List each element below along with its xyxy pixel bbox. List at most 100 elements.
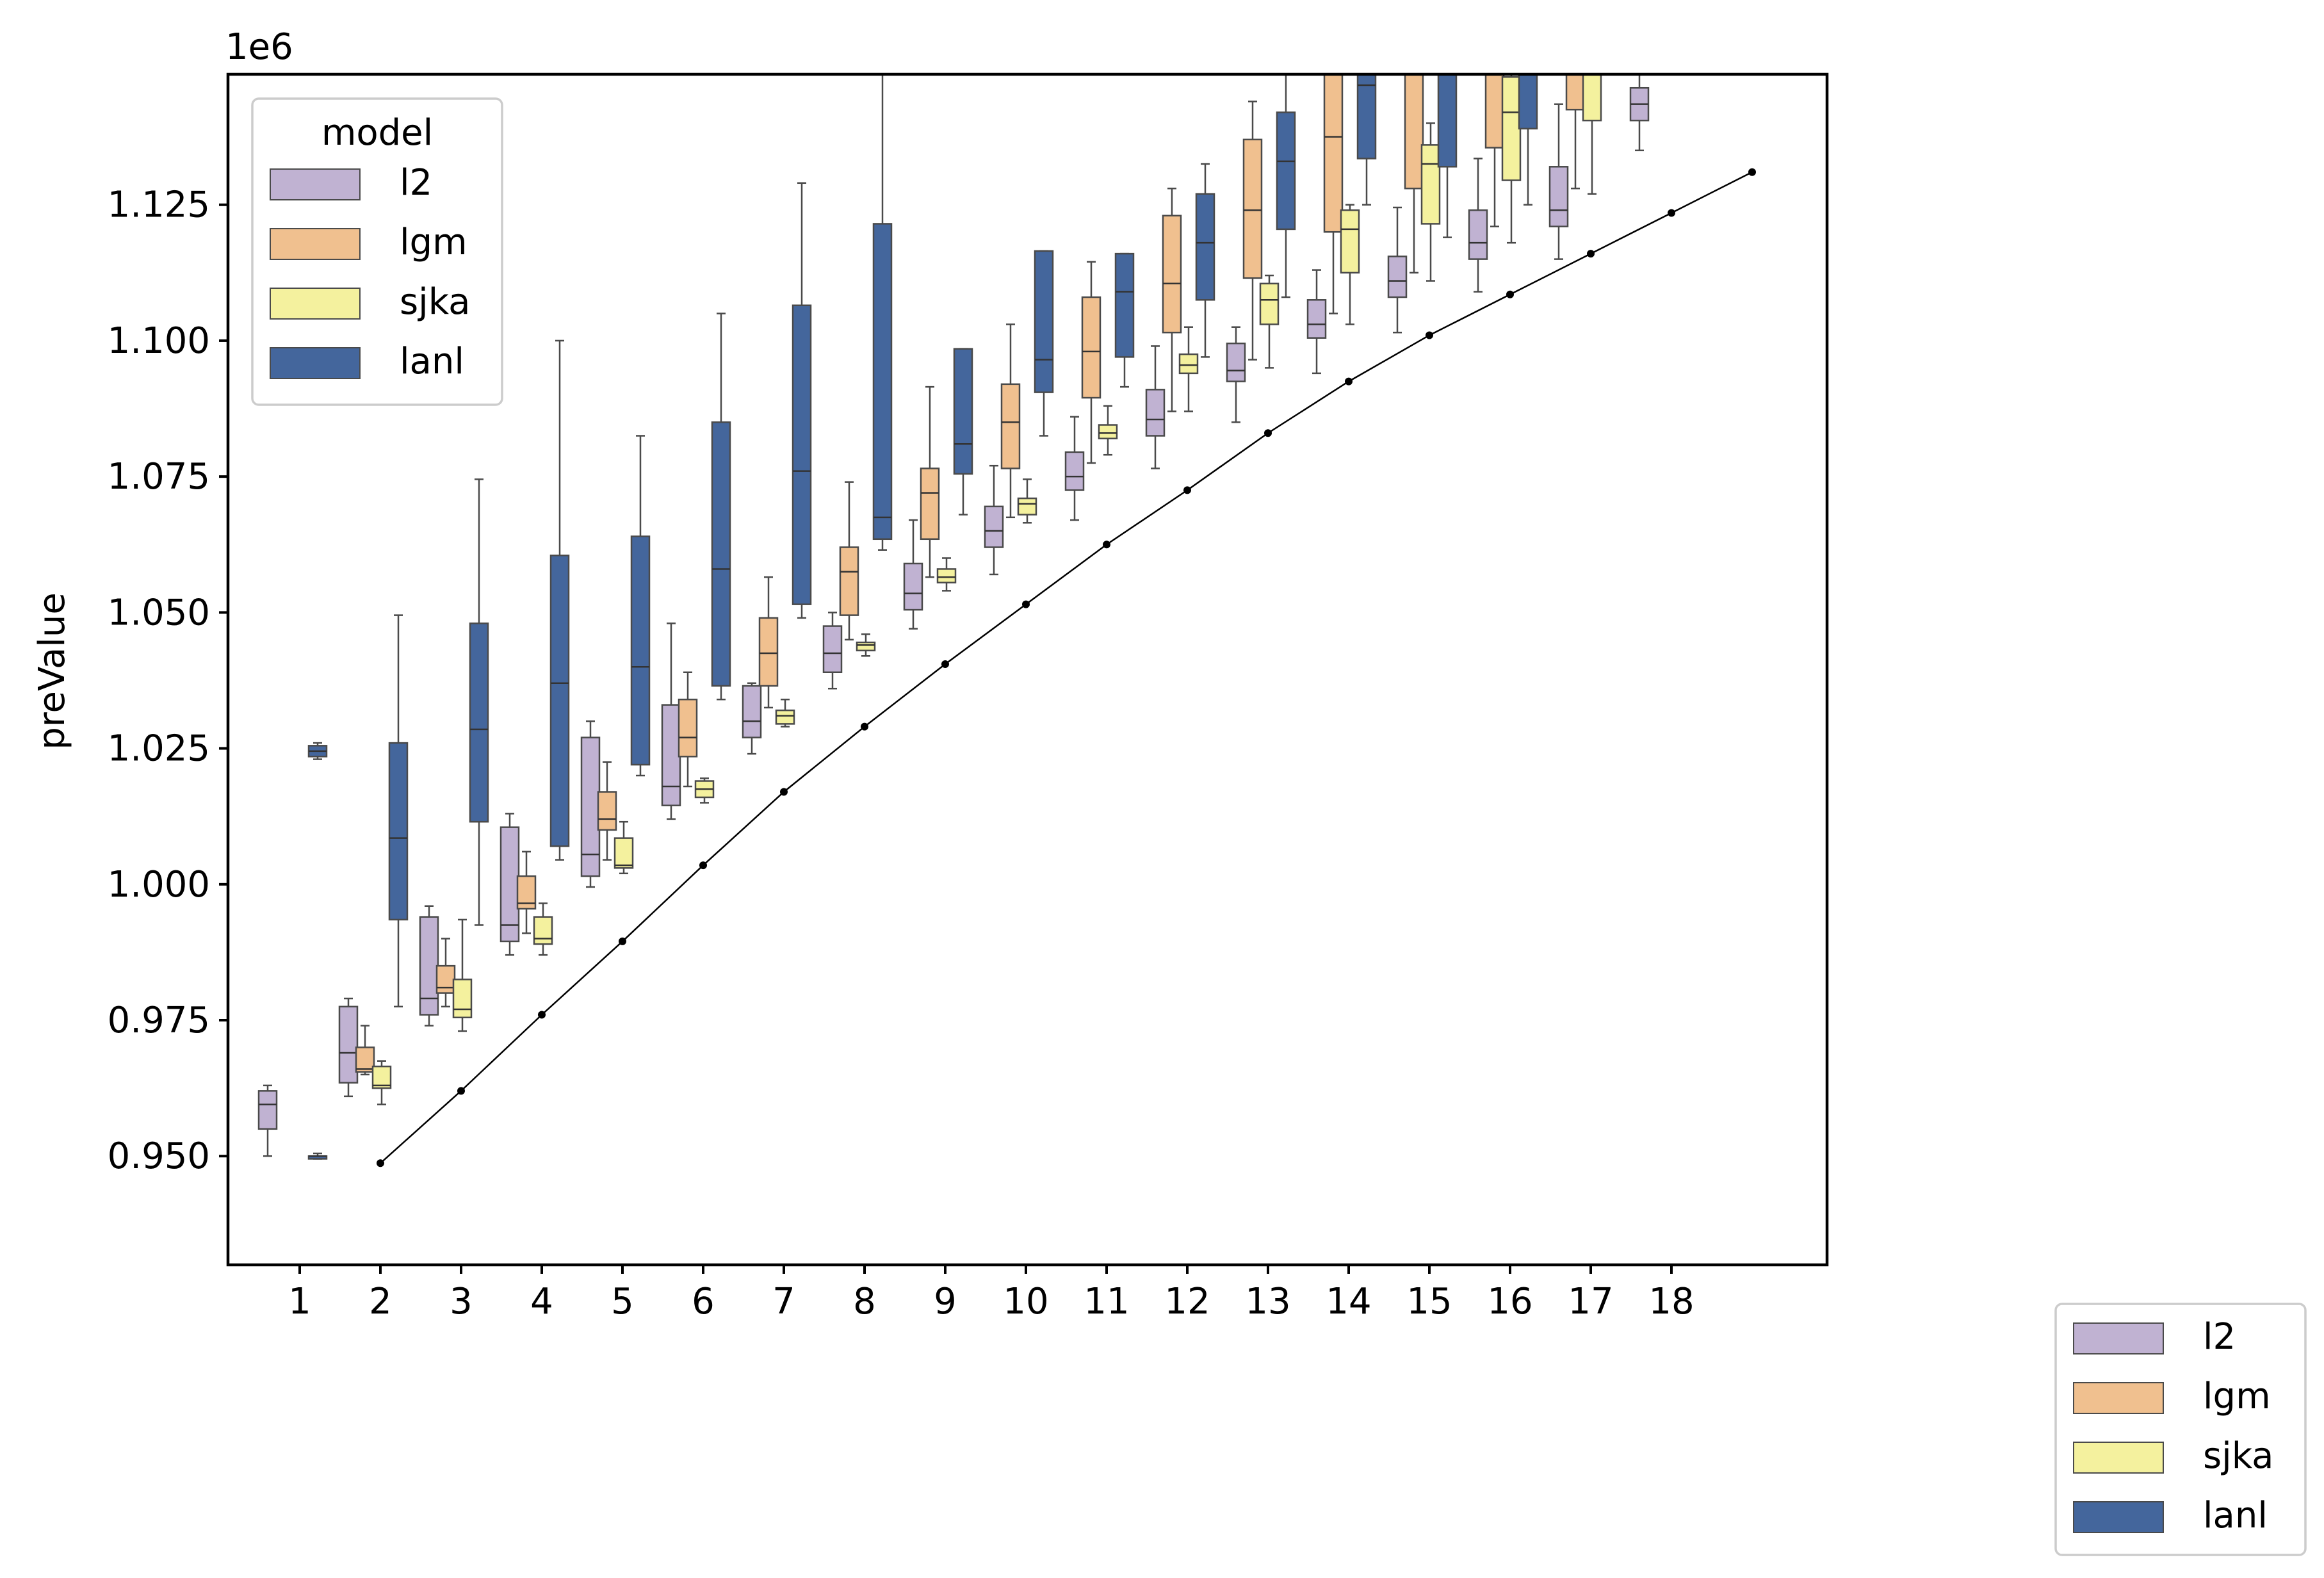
box-body [936, 568, 957, 583]
box-body [1081, 296, 1101, 399]
box-sjka [614, 820, 634, 875]
y-axis-label: preValue [31, 592, 73, 750]
x-tick-label: 1 [288, 1281, 311, 1322]
y-axis: 0.950 0.975 1.000 1.025 1.050 1.075 1.100 1.125 [108, 184, 228, 1177]
box-body [1420, 144, 1441, 225]
reference-line-layer [377, 168, 1756, 1167]
y-tick-label: 0.975 [108, 1000, 210, 1041]
box-sjka [1420, 122, 1441, 282]
box-body [580, 736, 601, 877]
box-sjka [936, 557, 957, 592]
box-sjka [856, 633, 876, 657]
legend-label-l2: l2 [400, 162, 432, 204]
box-body [1034, 250, 1054, 393]
box-body [775, 709, 795, 725]
box-body [822, 625, 843, 673]
legend-title: model [321, 112, 433, 154]
box-sjka [1098, 405, 1118, 456]
reference-point [377, 1159, 384, 1167]
box-l2 [1064, 416, 1085, 521]
x-tick-label: 4 [530, 1281, 553, 1322]
box-sjka [1017, 478, 1037, 524]
box-body [371, 1065, 392, 1089]
box-l2 [1629, 74, 1650, 152]
box-lgm [435, 938, 456, 1008]
box-body [1259, 282, 1280, 325]
box-body [758, 617, 779, 687]
reference-point [1587, 250, 1595, 258]
box-l2 [1145, 345, 1166, 469]
box-body [338, 1005, 359, 1084]
box-body [1548, 166, 1569, 227]
reference-point [1264, 429, 1272, 437]
box-lanl [307, 742, 328, 760]
box-body [920, 468, 940, 541]
y-tick-label: 1.050 [108, 592, 210, 633]
box-lanl [1034, 250, 1054, 437]
legend-label-lanl: lanl [400, 341, 464, 382]
box-body [953, 348, 973, 475]
box-lanl [1356, 73, 1377, 206]
box-sjka [1501, 74, 1522, 244]
box-lgm [920, 386, 940, 578]
box-l2 [1226, 326, 1246, 423]
x-tick-label: 12 [1164, 1281, 1210, 1322]
x-tick-label: 2 [369, 1281, 392, 1322]
box-body [1387, 256, 1408, 298]
box-l2 [580, 720, 601, 888]
box-l2 [1548, 103, 1569, 260]
legend-swatch-lgm [270, 228, 361, 260]
box-body [1276, 111, 1296, 231]
x-tick-label: 3 [450, 1281, 473, 1322]
box-lanl [469, 478, 489, 926]
box-lanl [1276, 74, 1296, 298]
reference-point [1426, 331, 1433, 339]
box-lgm [1242, 101, 1263, 361]
box-body [839, 546, 859, 616]
box-body [1437, 73, 1458, 168]
reference-point [1668, 209, 1675, 217]
box-l2 [1468, 158, 1488, 293]
box-sjka [1340, 204, 1360, 325]
x-tick-label: 8 [853, 1281, 876, 1322]
reference-point [780, 788, 788, 796]
box-body [630, 535, 651, 766]
reference-point [457, 1087, 465, 1095]
box-body [711, 421, 731, 687]
x-tick-label: 13 [1245, 1281, 1290, 1322]
box-body [435, 964, 456, 994]
y-tick-label: 1.025 [108, 728, 210, 770]
box-l2 [822, 612, 843, 690]
x-tick-label: 11 [1084, 1281, 1129, 1322]
box-body [903, 562, 923, 611]
reference-point [861, 722, 868, 731]
box-body [1098, 424, 1118, 439]
box-body [500, 826, 520, 943]
box-body [419, 916, 439, 1016]
box-lgm [516, 850, 537, 934]
box-body [1356, 73, 1377, 159]
box-lanl [953, 348, 973, 516]
x-tick-label: 9 [934, 1281, 957, 1322]
legend-label-sjka: sjka [2203, 1435, 2274, 1477]
box-lanl [711, 313, 731, 701]
x-tick-label: 17 [1568, 1281, 1613, 1322]
box-l2 [903, 519, 923, 630]
legend-swatch-sjka [270, 288, 361, 320]
reference-point [1506, 290, 1514, 298]
box-body [1000, 383, 1021, 469]
box-body [452, 979, 473, 1019]
box-lanl [549, 339, 570, 861]
box-lgm [355, 1025, 375, 1076]
legend-swatch-sjka [2073, 1442, 2164, 1474]
box-lgm [678, 671, 698, 788]
x-tick-label: 10 [1003, 1281, 1048, 1322]
box-body [1226, 342, 1246, 382]
reference-line [380, 171, 1753, 1164]
box-lgm [1000, 323, 1021, 519]
box-l2 [500, 813, 520, 956]
legend-swatch-l2 [2073, 1322, 2164, 1354]
box-body [533, 916, 553, 945]
legend-label-sjka: sjka [400, 281, 471, 323]
box-sjka [371, 1060, 392, 1105]
